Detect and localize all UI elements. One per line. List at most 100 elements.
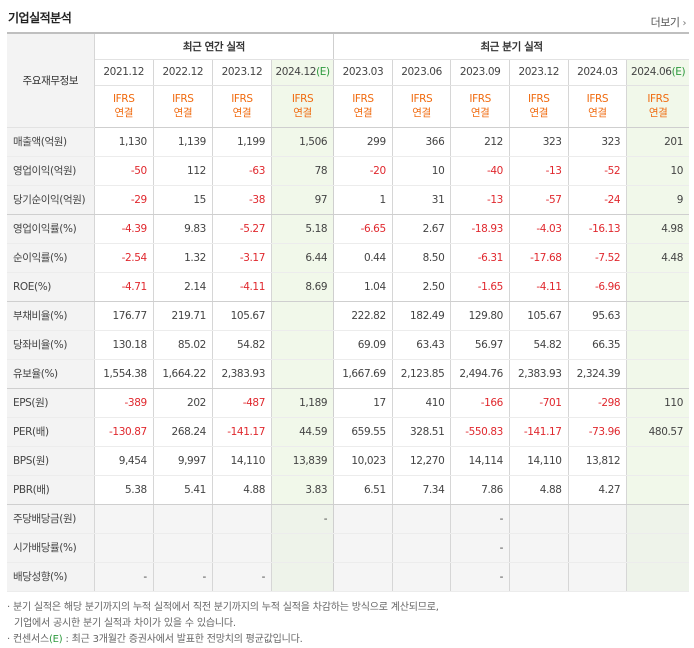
table-cell: 7.34 xyxy=(391,475,451,505)
table-cell: 410 xyxy=(391,388,451,418)
table-cell: 2,324.39 xyxy=(567,359,627,389)
table-cell: -4.03 xyxy=(508,214,569,244)
table-cell: 66.35 xyxy=(567,330,627,360)
table-cell: 1,189 xyxy=(270,388,334,418)
table-cell: 659.55 xyxy=(333,417,393,447)
period-header: 2023.06 xyxy=(391,59,451,86)
table-cell: 15 xyxy=(152,185,213,215)
table-cell xyxy=(391,504,451,534)
table-cell: -52 xyxy=(567,156,627,186)
table-cell: 1 xyxy=(333,185,393,215)
row-label: ROE(%) xyxy=(7,272,95,302)
row-label: 매출액(억원) xyxy=(7,127,95,157)
more-link[interactable]: 더보기 › xyxy=(650,14,687,30)
table-cell: 4.48 xyxy=(626,243,689,273)
table-cell: 10 xyxy=(626,156,689,186)
table-cell: 97 xyxy=(270,185,334,215)
row-label: 유보율(%) xyxy=(7,359,95,389)
table-cell: -5.27 xyxy=(211,214,272,244)
ifrs-label: IFRS 연결 xyxy=(94,85,154,128)
table-cell: -17.68 xyxy=(508,243,569,273)
table-cell: 1,554.38 xyxy=(94,359,154,389)
table-row: 배당성향(%) - - - - xyxy=(7,562,689,592)
table-cell xyxy=(567,533,627,563)
table-cell: 366 xyxy=(391,127,451,157)
table-cell: 5.41 xyxy=(152,475,213,505)
table-cell: 9 xyxy=(626,185,689,215)
period-header: 2021.12 xyxy=(94,59,154,86)
table-cell: -141.17 xyxy=(211,417,272,447)
table-cell: -141.17 xyxy=(508,417,569,447)
table-cell xyxy=(333,562,393,592)
table-cell: 182.49 xyxy=(391,301,451,331)
quarter-group-header: 최근 분기 실적 xyxy=(333,33,689,60)
row-label: 부채비율(%) xyxy=(7,301,95,331)
table-cell: 129.80 xyxy=(450,301,510,331)
period-header: 2024.06(E) xyxy=(626,59,689,86)
table-cell xyxy=(626,475,689,505)
table-cell: - xyxy=(450,504,510,534)
table-cell xyxy=(567,562,627,592)
table-cell: -166 xyxy=(450,388,510,418)
ifrs-label: IFRS 연결 xyxy=(270,85,334,128)
table-cell xyxy=(94,504,154,534)
table-cell: 480.57 xyxy=(626,417,689,447)
table-cell xyxy=(508,533,569,563)
table-cell: -20 xyxy=(333,156,393,186)
table-cell: 95.63 xyxy=(567,301,627,331)
table-cell: 1,130 xyxy=(94,127,154,157)
table-row: BPS(원) 9,454 9,997 14,110 13,839 10,023 12,270… xyxy=(7,446,689,476)
table-cell: 105.67 xyxy=(211,301,272,331)
table-cell: -6.31 xyxy=(450,243,510,273)
period-header: 2023.03 xyxy=(333,59,393,86)
period-header: 2022.12 xyxy=(152,59,213,86)
table-cell: -50 xyxy=(94,156,154,186)
table-cell: 0.44 xyxy=(333,243,393,273)
table-cell xyxy=(211,504,272,534)
more-label: 더보기 xyxy=(650,16,680,29)
table-cell: -3.17 xyxy=(211,243,272,273)
table-cell: 10 xyxy=(391,156,451,186)
table-cell: 105.67 xyxy=(508,301,569,331)
table-row: 부채비율(%) 176.77 219.71 105.67 222.82 182.49 129… xyxy=(7,301,689,331)
table-cell xyxy=(270,359,334,389)
table-row: 유보율(%) 1,554.38 1,664.22 2,383.93 1,667.69 2,… xyxy=(7,359,689,389)
ifrs-label: IFRS 연결 xyxy=(567,85,627,128)
table-cell: -4.39 xyxy=(94,214,154,244)
table-cell: -2.54 xyxy=(94,243,154,273)
table-cell: 328.51 xyxy=(391,417,451,447)
table-cell xyxy=(333,504,393,534)
table-row: PER(배) -130.87 268.24 -141.17 44.59 659.55 328… xyxy=(7,417,689,447)
table-cell: 44.59 xyxy=(270,417,334,447)
table-cell: - xyxy=(152,562,213,592)
row-label: 배당성향(%) xyxy=(7,562,95,592)
table-cell: 3.83 xyxy=(270,475,334,505)
table-cell: -130.87 xyxy=(94,417,154,447)
table-cell: -6.96 xyxy=(567,272,627,302)
table-cell: 1.04 xyxy=(333,272,393,302)
table-row: 주당배당금(원) - - xyxy=(7,504,689,534)
corner-label: 주요재무정보 xyxy=(7,33,95,128)
table-cell xyxy=(626,562,689,592)
row-label: 순이익률(%) xyxy=(7,243,95,273)
footnote-1-cont: 기업에서 공시한 분기 실적과 차이가 있을 수 있습니다. xyxy=(14,618,236,629)
table-row: 시가배당률(%) - xyxy=(7,533,689,563)
row-label: 당좌비율(%) xyxy=(7,330,95,360)
table-cell xyxy=(626,272,689,302)
table-cell: - xyxy=(270,504,334,534)
table-cell xyxy=(626,301,689,331)
table-cell: 2,383.93 xyxy=(508,359,569,389)
ifrs-label: IFRS 연결 xyxy=(391,85,451,128)
table-cell: 4.98 xyxy=(626,214,689,244)
table-cell: 10,023 xyxy=(333,446,393,476)
table-row: 당좌비율(%) 130.18 85.02 54.82 69.09 63.43 56.97 54… xyxy=(7,330,689,360)
table-cell xyxy=(270,330,334,360)
table-cell xyxy=(152,504,213,534)
row-label: 당기순이익(억원) xyxy=(7,185,95,215)
table-cell: 2,123.85 xyxy=(391,359,451,389)
ifrs-label: IFRS 연결 xyxy=(211,85,272,128)
table-row: 당기순이익(억원) -29 15 -38 97 1 31 -13 -57 -24 9 xyxy=(7,185,689,215)
table-row: PBR(배) 5.38 5.41 4.88 3.83 6.51 7.34 7.86 4.88 4.… xyxy=(7,475,689,505)
table-cell: 63.43 xyxy=(391,330,451,360)
row-label: BPS(원) xyxy=(7,446,95,476)
